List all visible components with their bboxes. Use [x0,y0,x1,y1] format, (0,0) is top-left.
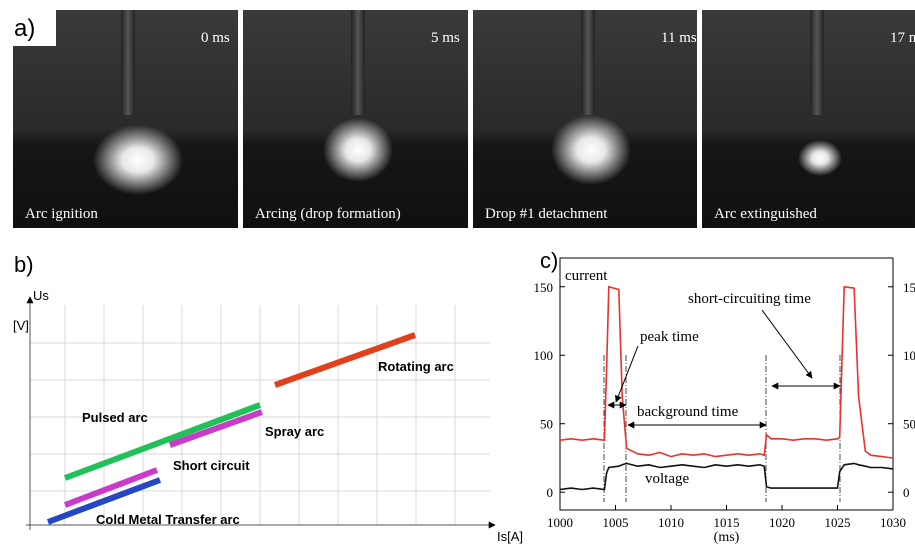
arc-glow [798,140,842,176]
electrode [351,10,365,115]
annotation: short-circuiting time [688,291,811,307]
x-tick-label: 1010 [658,515,684,530]
process-line [63,467,159,508]
x-tick-label: 1030 [880,515,906,530]
y-tick-label: 0 [547,485,554,500]
frame-caption: Arc ignition [25,206,98,222]
y-tick-label: 100 [534,348,554,363]
series-line [559,462,894,491]
process-line [63,402,262,481]
arc-glow [323,118,393,182]
annotation-arrow [761,309,813,379]
frame-caption: Arc extinguished [714,206,817,222]
electrode [121,10,135,115]
frame-caption: Drop #1 detachment [485,206,608,222]
series-label: current [565,268,608,284]
panel-label: c) [540,248,558,273]
panel-label: b) [14,252,34,277]
annotation: background time [637,404,739,420]
y-tick-label: 150 [534,280,554,295]
panel-label: a) [14,15,35,42]
y2-tick-label: 150 [903,280,915,295]
y2-tick-label: 100 [903,348,915,363]
process-line [168,409,264,448]
panel-c: c) 1000 1005 1010 1015 1020 1025 1030 0 50 100 150 0… [534,248,915,545]
process-label: Pulsed arc [82,410,148,425]
x-tick-label: 1015 [714,515,740,530]
x-axis-label: (ms) [714,530,740,545]
frame-time: 17 ms [890,30,915,46]
process-label: Rotating arc [378,359,454,374]
process-line [46,477,162,525]
photo [702,10,915,228]
process-label: Spray arc [265,424,324,439]
series-line [559,285,894,459]
y2-tick-label: 50 [903,417,915,432]
panel-b: b) Us [V] Is[A] Cold Metal Transfer arc Short… [13,252,523,544]
y-axis-label: Us [33,288,49,303]
arc-glow [551,115,631,185]
process-line [273,332,417,388]
label-box [0,0,56,46]
y2-tick-label: 0 [903,485,910,500]
panel-a: 0 ms Arc ignition 5 ms Arcing (drop formati… [0,0,915,228]
x-tick-label: 1000 [547,515,573,530]
process-label: Cold Metal Transfer arc [96,512,240,527]
y-axis-unit: [V] [13,318,29,333]
frame-time: 5 ms [431,30,460,46]
arc-glow [93,125,183,195]
annotation-arrow [615,345,639,403]
frame-time: 11 ms [661,30,697,46]
electrode [581,10,595,115]
y-tick-label: 50 [540,417,553,432]
series-label: voltage [645,471,689,487]
electrode [810,10,824,115]
x-tick-label: 1005 [603,515,629,530]
x-tick-label: 1020 [769,515,795,530]
frame-caption: Arcing (drop formation) [255,206,401,222]
x-axis-label: Is[A] [497,529,523,544]
process-label: Short circuit [173,458,250,473]
x-tick-label: 1025 [825,515,851,530]
annotation: peak time [640,329,699,345]
frame-time: 0 ms [201,30,230,46]
